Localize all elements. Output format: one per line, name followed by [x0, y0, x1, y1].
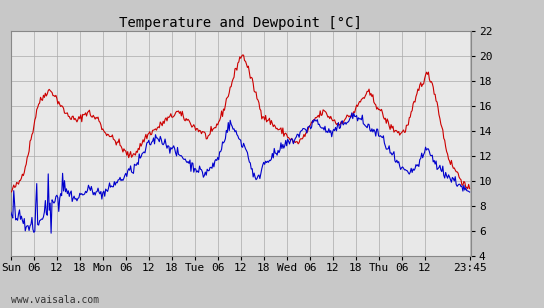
- Text: www.vaisala.com: www.vaisala.com: [11, 295, 99, 305]
- Title: Temperature and Dewpoint [°C]: Temperature and Dewpoint [°C]: [119, 16, 362, 30]
